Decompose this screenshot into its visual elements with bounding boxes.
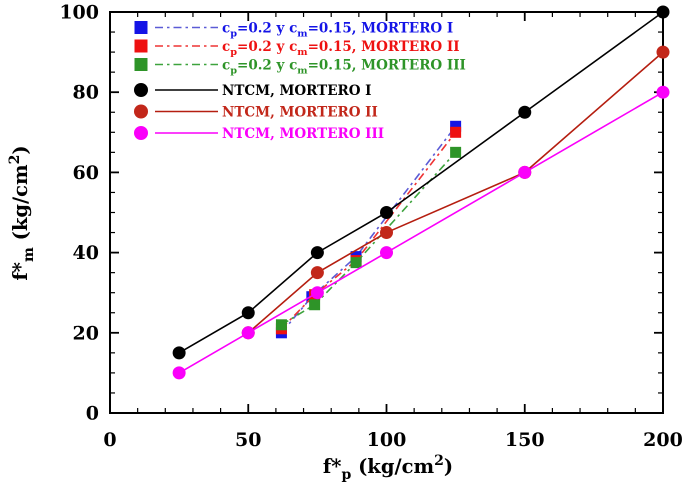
legend-entry-ntcm-mortero-iii: NTCM, MORTERO III	[134, 126, 384, 142]
series-line-ntcm-mortero-iii	[178, 91, 664, 374]
data-point-marker	[518, 165, 532, 179]
legend-label: NTCM, MORTERO I	[222, 83, 372, 99]
x-tick-label: 200	[643, 429, 683, 451]
y-tick-label: 40	[73, 242, 99, 264]
legend-label: cp=0.2 y cm=0.15, MORTERO II	[222, 39, 460, 58]
legend: cp=0.2 y cm=0.15, MORTERO Icp=0.2 y cm=0…	[134, 20, 466, 142]
data-point-marker	[310, 266, 324, 280]
data-point-marker	[172, 366, 186, 380]
series-markers-ntcm-mortero-iii	[172, 85, 670, 380]
series-line-cp02-cm015-mortero-ii	[280, 131, 457, 330]
x-tick-label: 150	[505, 429, 545, 451]
axis-ticks	[109, 11, 664, 414]
data-point-marker	[172, 346, 186, 360]
legend-entry-cp02-cm015-mortero-ii: cp=0.2 y cm=0.15, MORTERO II	[134, 39, 460, 58]
data-point-marker	[450, 146, 462, 158]
legend-label: cp=0.2 y cm=0.15, MORTERO III	[222, 57, 466, 76]
series-line-cp02-cm015-mortero-iii	[281, 151, 457, 326]
data-point-marker	[275, 319, 287, 331]
data-point-marker	[518, 105, 532, 119]
data-point-marker	[310, 286, 324, 300]
legend-label: NTCM, MORTERO II	[222, 104, 378, 120]
legend-entry-cp02-cm015-mortero-i: cp=0.2 y cm=0.15, MORTERO I	[134, 20, 453, 39]
legend-label: NTCM, MORTERO III	[222, 126, 384, 142]
data-point-marker	[350, 257, 362, 269]
legend-entry-ntcm-mortero-i: NTCM, MORTERO I	[134, 83, 372, 99]
y-tick-label: 60	[73, 162, 99, 184]
legend-marker	[134, 39, 148, 53]
y-axis-title: f*m (kg/cm2)	[7, 145, 37, 280]
legend-marker	[134, 58, 148, 71]
data-point-marker	[241, 306, 255, 320]
data-point-marker	[309, 299, 321, 311]
data-point-marker	[656, 5, 670, 19]
legend-marker	[134, 83, 148, 97]
data-point-marker	[380, 206, 393, 219]
series-line-cp02-cm015-mortero-i	[280, 125, 457, 334]
series-markers-ntcm-mortero-i	[172, 5, 670, 360]
legend-marker	[134, 104, 148, 119]
data-point-marker	[656, 85, 670, 99]
data-point-marker	[310, 246, 324, 260]
series-markers-cp02-cm015-mortero-iii	[275, 146, 462, 331]
data-point-marker	[450, 120, 462, 132]
y-tick-label: 100	[59, 2, 99, 24]
data-point-marker	[380, 246, 393, 260]
x-tick-label: 100	[367, 429, 407, 451]
legend-entry-ntcm-mortero-ii: NTCM, MORTERO II	[134, 104, 378, 120]
legend-entry-cp02-cm015-mortero-iii: cp=0.2 y cm=0.15, MORTERO III	[134, 57, 466, 76]
y-tick-label: 20	[73, 322, 99, 344]
legend-label: cp=0.2 y cm=0.15, MORTERO I	[222, 20, 453, 39]
y-tick-label: 80	[73, 82, 99, 104]
x-axis-title: f*p (kg/cm2)	[323, 453, 453, 483]
series-markers-cp02-cm015-mortero-ii	[275, 126, 462, 335]
legend-marker	[134, 126, 148, 140]
data-point-marker	[656, 45, 670, 59]
data-point-marker	[450, 126, 462, 138]
data-point-marker	[241, 326, 255, 340]
data-point-marker	[380, 226, 393, 240]
y-tick-label: 0	[86, 403, 99, 425]
series-line-ntcm-mortero-i	[178, 11, 664, 354]
legend-marker	[134, 21, 148, 34]
x-tick-label: 0	[103, 429, 116, 451]
x-tick-label: 50	[235, 429, 261, 451]
